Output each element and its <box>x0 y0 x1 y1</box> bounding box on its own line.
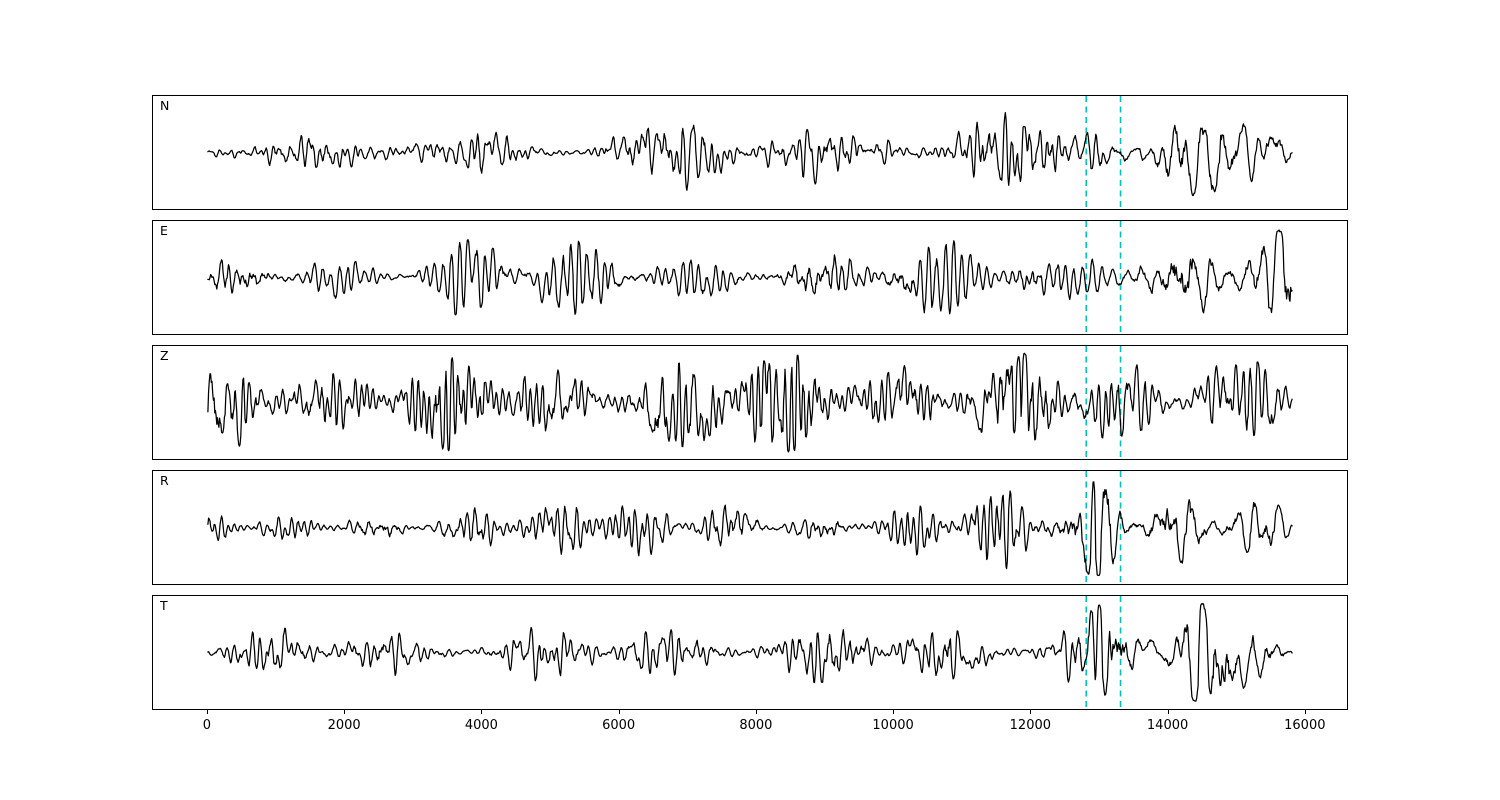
x-tick-mark <box>206 710 208 714</box>
seismic-trace <box>207 602 1293 702</box>
panel-label-z: Z <box>160 348 169 363</box>
panel-label-t: T <box>160 598 168 613</box>
waveform-plot-t <box>207 596 1293 709</box>
x-tick-label: 10000 <box>872 718 914 733</box>
x-tick-mark <box>1304 710 1306 714</box>
waveform-plot-n <box>207 96 1293 209</box>
x-tick-label: 6000 <box>602 718 636 733</box>
x-tick-mark <box>618 710 620 714</box>
waveform-plot-z <box>207 346 1293 459</box>
panel-label-e: E <box>160 223 168 238</box>
panel-label-r: R <box>160 473 169 488</box>
panel-N: N <box>152 95 1348 210</box>
waveform-plot-r <box>207 471 1293 584</box>
x-tick-mark <box>344 710 346 714</box>
panel-Z: Z <box>152 345 1348 460</box>
x-tick-mark <box>1030 710 1032 714</box>
seismic-trace <box>207 111 1293 197</box>
x-tick-label: 14000 <box>1146 718 1189 733</box>
x-tick-label: 0 <box>202 718 212 733</box>
x-tick-label: 4000 <box>464 718 498 733</box>
x-tick-mark <box>893 710 895 714</box>
waveform-plot-e <box>207 221 1293 334</box>
panel-E: E <box>152 220 1348 335</box>
x-tick-mark <box>481 710 483 714</box>
seismic-trace <box>207 352 1293 453</box>
x-tick-label: 8000 <box>739 718 773 733</box>
panel-T: T <box>152 595 1348 710</box>
seismic-trace <box>207 481 1293 577</box>
panel-R: R <box>152 470 1348 585</box>
x-tick-mark <box>755 710 757 714</box>
panel-label-n: N <box>160 98 170 113</box>
x-tick-label: 16000 <box>1284 718 1326 733</box>
x-tick-mark <box>1167 710 1169 714</box>
x-tick-label: 12000 <box>1009 718 1052 733</box>
x-tick-label: 2000 <box>327 718 361 733</box>
seismic-trace <box>207 229 1293 316</box>
